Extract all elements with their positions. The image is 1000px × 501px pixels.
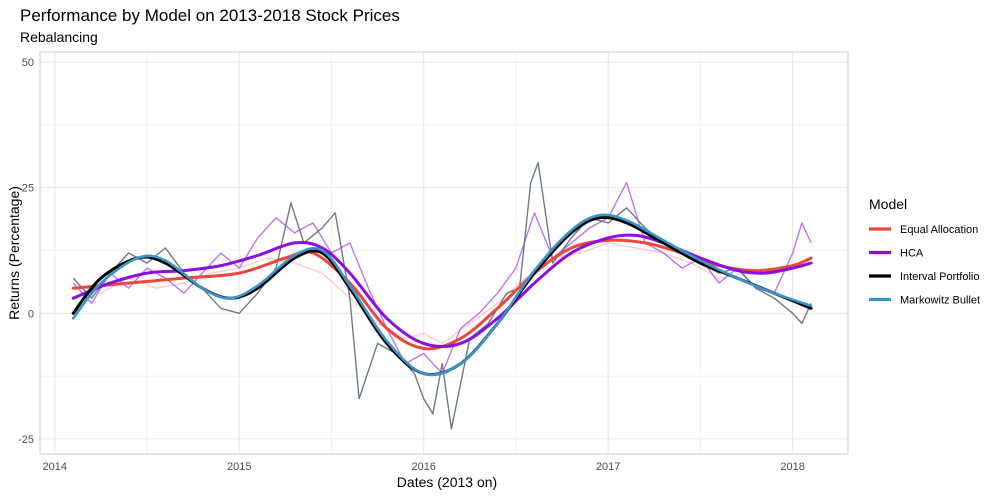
legend-label: Interval Portfolio [900, 271, 979, 283]
x-tick-label: 2017 [596, 461, 620, 473]
smooth-line-hca [71, 233, 813, 349]
y-tick-label: 0 [28, 308, 34, 320]
smoothed-series-lines [71, 213, 813, 377]
y-tick-label: 25 [22, 183, 34, 195]
legend-title: Model [869, 196, 907, 212]
x-axis-label: Dates (2013 on) [397, 474, 497, 490]
plot-panel-border [39, 51, 849, 455]
legend-entries: Equal Allocation HCA Interval Portfolio Mar… [869, 224, 980, 307]
chart-title: Performance by Model on 2013-2018 Stock … [20, 6, 400, 25]
chart-subtitle: Rebalancing [20, 29, 98, 45]
x-tick-label: 2015 [227, 461, 251, 473]
x-axis-ticks: 2014 2015 2016 2017 2018 [43, 461, 805, 473]
legend-label: HCA [900, 248, 924, 260]
smooth-line-markowitz-bullet [71, 213, 813, 377]
y-axis-ticks: -25 0 25 50 [18, 57, 34, 446]
grid [40, 52, 848, 454]
x-tick-label: 2014 [43, 461, 67, 473]
y-axis-label: Returns (Percentage) [6, 186, 22, 320]
x-tick-label: 2016 [411, 461, 435, 473]
legend-label: Markowitz Bullet [900, 295, 980, 307]
y-tick-label: 50 [22, 57, 34, 69]
x-tick-label: 2018 [780, 461, 804, 473]
legend: Model Equal Allocation HCA Interval Portfo… [869, 196, 980, 307]
legend-label: Equal Allocation [900, 224, 978, 236]
y-tick-label: -25 [18, 434, 34, 446]
